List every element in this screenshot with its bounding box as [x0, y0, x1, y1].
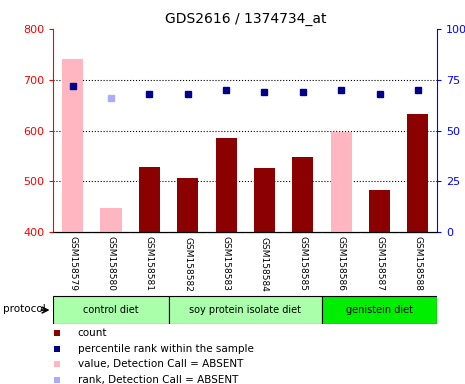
- Text: control diet: control diet: [83, 305, 139, 315]
- Text: GSM158582: GSM158582: [183, 237, 192, 291]
- Text: GSM158579: GSM158579: [68, 237, 77, 291]
- Text: soy protein isolate diet: soy protein isolate diet: [189, 305, 301, 315]
- Title: GDS2616 / 1374734_at: GDS2616 / 1374734_at: [165, 12, 326, 26]
- Bar: [168, 296, 322, 324]
- Bar: [254, 168, 275, 232]
- Bar: [53, 296, 168, 324]
- Text: GSM158584: GSM158584: [260, 237, 269, 291]
- Bar: [369, 190, 390, 232]
- Bar: [407, 114, 428, 232]
- Bar: [292, 157, 313, 232]
- Bar: [216, 138, 237, 232]
- Text: GSM158583: GSM158583: [222, 237, 231, 291]
- Text: percentile rank within the sample: percentile rank within the sample: [78, 344, 254, 354]
- Bar: [100, 209, 121, 232]
- Text: GSM158580: GSM158580: [106, 237, 115, 291]
- Text: rank, Detection Call = ABSENT: rank, Detection Call = ABSENT: [78, 375, 238, 384]
- Text: GSM158587: GSM158587: [375, 237, 384, 291]
- Bar: [139, 167, 160, 232]
- Text: genistein diet: genistein diet: [346, 305, 413, 315]
- Text: protocol: protocol: [3, 304, 46, 314]
- Text: count: count: [78, 328, 107, 338]
- Text: value, Detection Call = ABSENT: value, Detection Call = ABSENT: [78, 359, 243, 369]
- Text: GSM158588: GSM158588: [413, 237, 422, 291]
- Bar: [177, 178, 198, 232]
- Bar: [322, 296, 437, 324]
- Text: GSM158581: GSM158581: [145, 237, 154, 291]
- Bar: [62, 59, 83, 232]
- Bar: [331, 132, 352, 232]
- Text: GSM158586: GSM158586: [337, 237, 345, 291]
- Text: GSM158585: GSM158585: [299, 237, 307, 291]
